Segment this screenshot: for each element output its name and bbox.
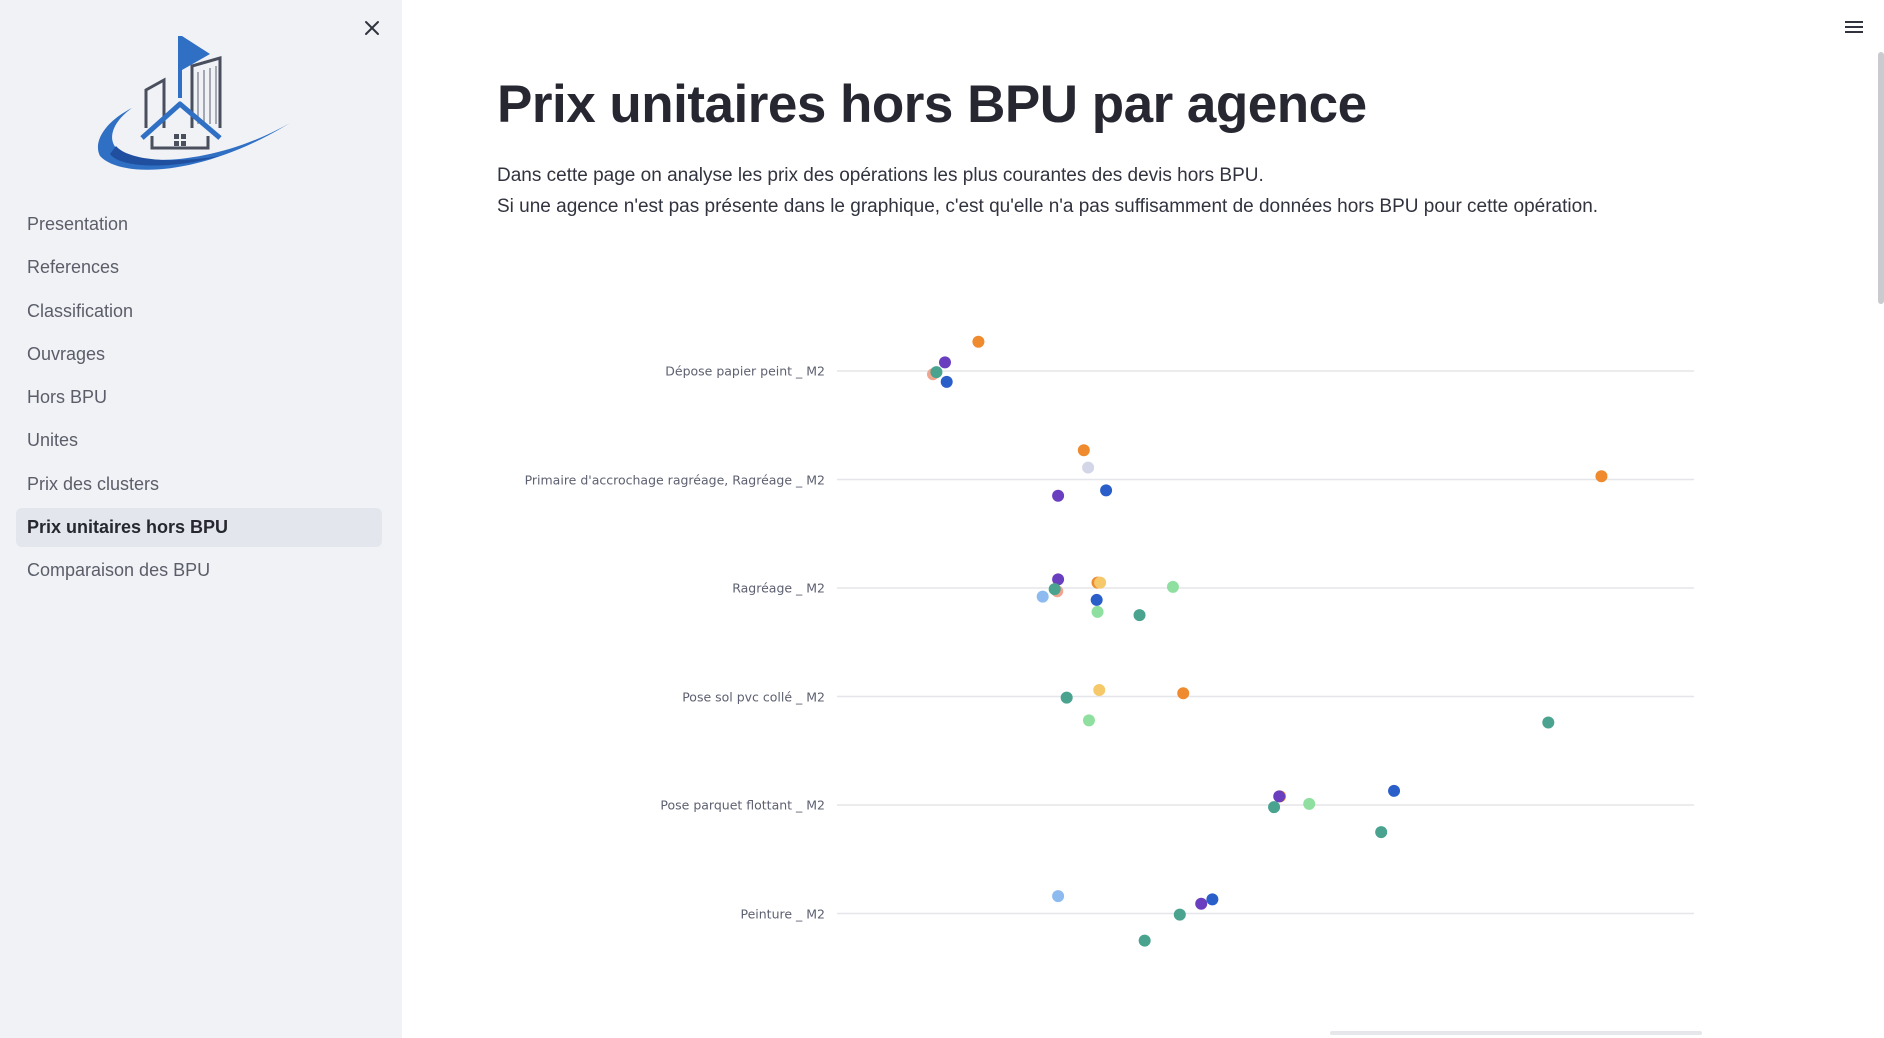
category-label: Pose parquet flottant _ M2 bbox=[660, 797, 825, 813]
category-label: Peinture _ M2 bbox=[740, 906, 826, 921]
sidebar-item-presentation[interactable]: Presentation bbox=[27, 214, 129, 234]
main-menu-button[interactable] bbox=[1842, 16, 1866, 38]
sidebar: Presentation References Classification O… bbox=[0, 0, 402, 1038]
data-point[interactable] bbox=[1091, 605, 1104, 618]
sidebar-item-comparaison-des-bpu[interactable]: Comparaison des BPU bbox=[27, 560, 211, 581]
data-point[interactable] bbox=[1375, 826, 1388, 839]
sidebar-item-hors-bpu[interactable]: Hors BPU bbox=[27, 387, 108, 408]
data-point[interactable] bbox=[1133, 609, 1146, 622]
data-point[interactable] bbox=[938, 356, 951, 369]
data-point[interactable] bbox=[1268, 801, 1281, 814]
data-point[interactable] bbox=[1082, 714, 1095, 727]
data-point[interactable] bbox=[1090, 593, 1103, 606]
data-point[interactable] bbox=[1206, 893, 1219, 906]
sidebar-item-ouvrages[interactable]: Ouvrages bbox=[27, 343, 106, 364]
category-label: Dépose papier peint _ M2 bbox=[665, 363, 825, 379]
sidebar-nav: Presentation References Classification O… bbox=[16, 205, 382, 595]
data-point[interactable] bbox=[1303, 797, 1316, 810]
hamburger-menu-icon bbox=[1845, 21, 1863, 33]
data-point[interactable] bbox=[1048, 583, 1061, 596]
data-point[interactable] bbox=[930, 366, 943, 379]
category-label: Pose sol pvc collé _ M2 bbox=[682, 689, 825, 704]
data-point[interactable] bbox=[940, 375, 953, 388]
data-point[interactable] bbox=[1542, 716, 1555, 729]
scatter-chart-plot[interactable] bbox=[497, 320, 1727, 980]
data-point[interactable] bbox=[1082, 461, 1095, 474]
data-point[interactable] bbox=[1595, 470, 1608, 483]
sidebar-item-classification[interactable]: Classification bbox=[27, 300, 134, 321]
close-sidebar-button[interactable] bbox=[358, 14, 386, 42]
building-house-logo bbox=[97, 36, 290, 170]
description-line-1: Dans cette page on analyse les prix des … bbox=[497, 165, 1264, 186]
data-point[interactable] bbox=[1173, 908, 1186, 921]
data-point[interactable] bbox=[1273, 790, 1286, 803]
description-line-2: Si une agence n'est pas présente dans le… bbox=[497, 196, 1599, 217]
data-point[interactable] bbox=[1094, 576, 1107, 589]
sidebar-item-prix-des-clusters[interactable]: Prix des clusters bbox=[27, 473, 160, 494]
sidebar-item-prix-unitaires-hors-bpu[interactable]: Prix unitaires hors BPU bbox=[16, 508, 382, 548]
data-point[interactable] bbox=[1177, 687, 1190, 700]
data-point[interactable] bbox=[1052, 573, 1065, 586]
page-description: Dans cette page on analyse les prix des … bbox=[497, 160, 1598, 222]
data-point[interactable] bbox=[972, 335, 985, 348]
page-title: Prix unitaires hors BPU par agence bbox=[497, 75, 1367, 134]
vertical-scrollbar[interactable] bbox=[1878, 52, 1884, 304]
category-label: Primaire d'accrochage ragréage, Ragréage… bbox=[524, 472, 825, 487]
data-point[interactable] bbox=[1060, 691, 1073, 704]
data-point[interactable] bbox=[1077, 444, 1090, 457]
data-point[interactable] bbox=[1388, 784, 1401, 797]
scatter-chart[interactable]: Dépose papier peint _ M2 Primaire d'accro… bbox=[497, 320, 1727, 980]
data-point[interactable] bbox=[1052, 890, 1065, 903]
data-point[interactable] bbox=[1195, 897, 1208, 910]
horizontal-scrollbar[interactable] bbox=[1330, 1031, 1702, 1035]
category-label: Ragréage _ M2 bbox=[732, 580, 825, 596]
data-point[interactable] bbox=[1100, 484, 1113, 497]
close-icon bbox=[365, 21, 379, 35]
data-point[interactable] bbox=[1036, 590, 1049, 603]
data-point[interactable] bbox=[1052, 489, 1065, 502]
sidebar-item-references[interactable]: References bbox=[27, 257, 120, 278]
data-point[interactable] bbox=[1166, 580, 1179, 593]
sidebar-item-unites[interactable]: Unites bbox=[27, 430, 79, 451]
data-point[interactable] bbox=[1138, 934, 1151, 947]
data-point[interactable] bbox=[1093, 683, 1106, 696]
